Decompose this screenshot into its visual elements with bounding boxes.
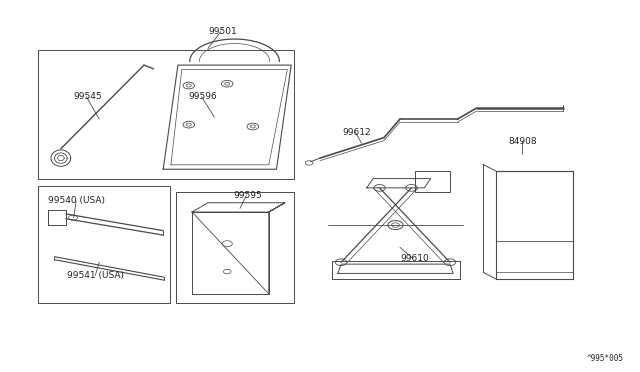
Bar: [38, 186, 170, 303]
Text: 99501: 99501: [208, 27, 237, 36]
Text: 99545: 99545: [74, 92, 102, 101]
Bar: [38, 50, 294, 179]
Bar: [48, 210, 66, 225]
Bar: [176, 192, 294, 303]
Text: 99610: 99610: [400, 254, 429, 263]
Bar: [332, 261, 460, 279]
Text: 99595: 99595: [234, 191, 262, 200]
Text: ^995*005: ^995*005: [587, 354, 624, 363]
Text: 99612: 99612: [342, 128, 371, 137]
Text: 99596: 99596: [189, 92, 218, 101]
Bar: [415, 171, 450, 192]
Text: 99540 (USA): 99540 (USA): [48, 196, 105, 205]
Text: 84908: 84908: [509, 137, 538, 146]
Text: 99541 (USA): 99541 (USA): [67, 271, 124, 280]
